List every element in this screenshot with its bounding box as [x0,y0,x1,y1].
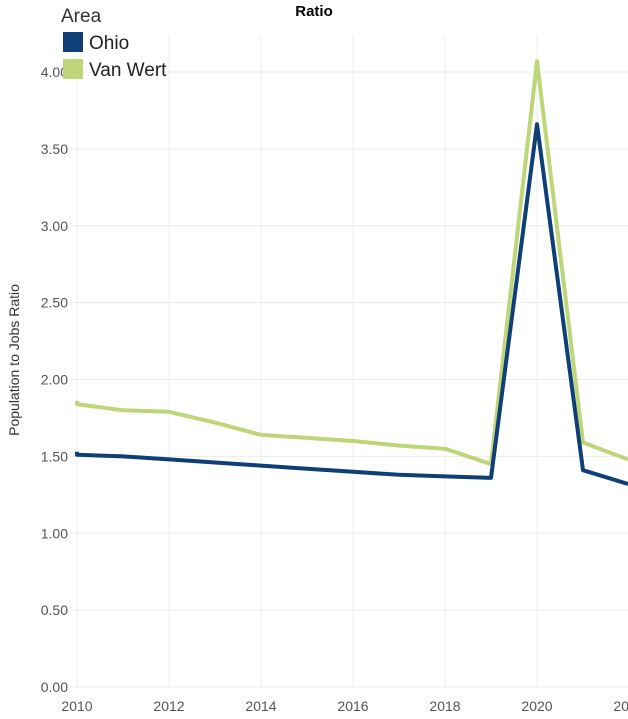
series-line-van-wert [75,59,628,467]
x-tick-label: 2018 [429,698,460,714]
y-tick-label: 0.00 [41,679,68,695]
series-lines [75,59,628,486]
y-tick-label: 1.50 [41,448,68,464]
x-tick-label: 2016 [337,698,368,714]
y-tick-label: 2.00 [41,372,68,388]
legend: Area Ohio Van Wert [61,6,167,81]
x-tick-label: 2022 [613,698,628,714]
legend-title: Area [61,6,102,27]
chart-title: Ratio [295,3,333,20]
y-tick-label: 2.50 [41,295,68,311]
legend-label: Ohio [89,33,129,54]
y-tick-label: 3.50 [41,141,68,157]
y-tick-label: 0.50 [41,602,68,618]
y-axis-title: Population to Jobs Ratio [6,284,22,436]
legend-swatch [63,59,83,79]
x-tick-label: 2010 [61,698,92,714]
x-tick-label: 2012 [153,698,184,714]
x-axis-ticks: 2010 2012 2014 2016 2018 2020 2022 [61,698,628,714]
x-tick-label: 2014 [245,698,276,714]
y-axis-ticks: 0.00 0.50 1.00 1.50 2.00 2.50 3.00 3.50 4.00 [41,64,68,695]
x-tick-label: 2020 [521,698,552,714]
y-tick-label: 4.00 [41,64,68,80]
y-tick-label: 1.00 [41,525,68,541]
y-tick-label: 3.00 [41,218,68,234]
legend-label: Van Wert [89,60,167,81]
legend-swatch [63,32,83,52]
series-line-ohio [75,122,628,486]
